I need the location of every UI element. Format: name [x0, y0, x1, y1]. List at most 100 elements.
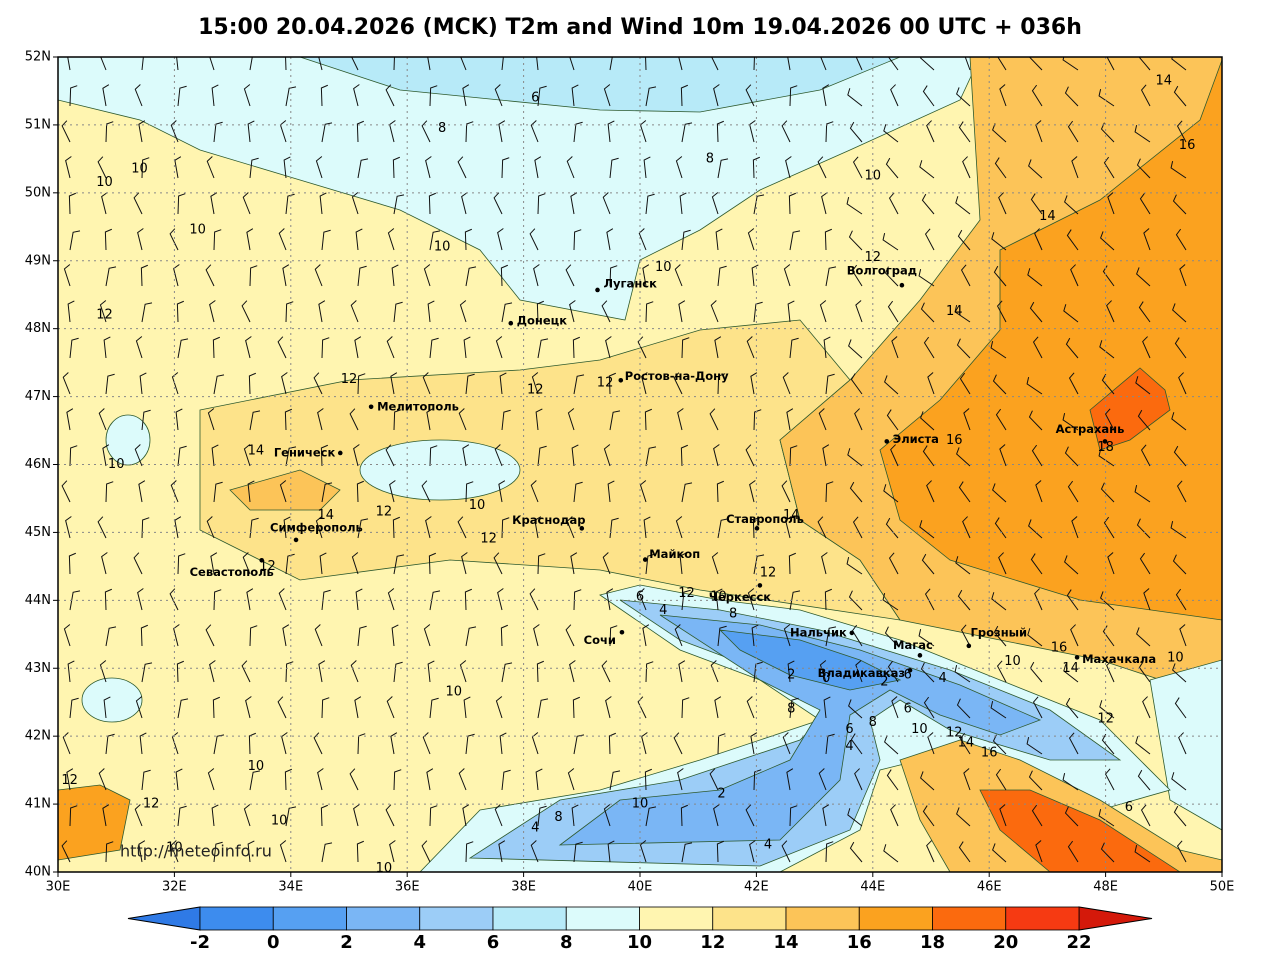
city-dot [1074, 655, 1080, 660]
contour-label: 14 [1156, 73, 1173, 88]
colorbar-segment [272, 906, 347, 931]
contour-label: 18 [1097, 440, 1114, 455]
city-dot [259, 557, 265, 563]
contour-label: 4 [845, 739, 853, 754]
city-label: Майкоп [649, 547, 700, 561]
city-dot [293, 537, 299, 543]
contour-label: 8 [729, 606, 737, 621]
colorbar-tick-label: 2 [340, 932, 353, 953]
contour-label: 14 [1062, 661, 1079, 676]
contour-label: 8 [438, 121, 446, 136]
contour-label: 14 [958, 735, 975, 750]
city-dot [508, 320, 514, 326]
city-label: Луганск [604, 276, 658, 290]
y-tick-label: 42N [25, 729, 51, 744]
contour-label: 14 [783, 508, 800, 523]
colorbar-segment [565, 906, 640, 931]
contour-label: 14 [317, 508, 334, 523]
contour-label: 6 [636, 589, 644, 604]
contour-label: 10 [911, 722, 928, 737]
city-label: Краснодар [512, 513, 585, 527]
city-dot [579, 526, 585, 531]
contour-label: 8 [554, 810, 562, 825]
contour-label: 12 [760, 566, 777, 581]
contour-label: 10 [376, 861, 393, 876]
contour-label: 12 [376, 505, 393, 520]
colorbar-tick-label: 12 [700, 932, 725, 953]
y-tick-label: 43N [25, 661, 51, 676]
y-tick-label: 45N [25, 525, 51, 540]
contour-label: 12 [946, 725, 963, 740]
city-label: Волгоград [847, 264, 917, 278]
contour-label: 16 [1179, 138, 1196, 153]
city-dot [966, 643, 972, 649]
contour-label: 10 [166, 841, 183, 856]
colorbar-tick-label: 14 [773, 932, 798, 953]
wind-barbs [61, 57, 1187, 863]
x-tick-label: 40E [628, 880, 653, 895]
y-tick-label: 44N [25, 593, 51, 608]
colorbar-segment [346, 906, 421, 931]
contour-label: 10 [248, 759, 265, 774]
city-dot [849, 630, 855, 636]
colorbar-segment [858, 906, 933, 931]
colorbar-segment [199, 906, 274, 931]
contour-label: 8 [869, 715, 877, 730]
contour-label: 10 [434, 240, 451, 255]
y-tick-label: 52N [25, 50, 51, 65]
contour-label: 12 [61, 773, 78, 788]
colorbar-tick-label: 10 [627, 932, 652, 953]
city-label: Нальчик [790, 625, 847, 639]
contour-label: 12 [678, 586, 695, 601]
contour-label: 4 [659, 603, 667, 618]
x-tick-label: 42E [744, 880, 769, 895]
city-dot [368, 404, 374, 410]
contour-label: 16 [981, 746, 998, 761]
colorbar: -2 0 2 4 6 8 10 12 14 16 18 20 22 [127, 906, 1153, 953]
contour-label: 10 [96, 175, 113, 190]
city-dot [618, 377, 624, 383]
y-tick-label: 46N [25, 457, 51, 472]
city-dot [642, 557, 648, 562]
x-tick-label: 30E [46, 880, 71, 895]
contour-label: 12 [480, 532, 497, 547]
map-frame [57, 56, 1223, 873]
contour-label: 6 [845, 722, 853, 737]
contour-label: 10 [189, 223, 206, 238]
contour-label: 10 [445, 685, 462, 700]
colorbar-tick-label: -2 [190, 932, 210, 953]
contour-label: 4 [764, 837, 772, 852]
city-label: Сочи [584, 633, 616, 647]
contour-label: 0 [822, 671, 830, 686]
city-dot [1102, 439, 1108, 444]
contour-label: 2 [880, 674, 888, 689]
contour-label: 14 [946, 304, 963, 319]
x-tick-label: 36E [395, 880, 420, 895]
contour-label: 12 [865, 250, 882, 265]
city-label: Геническ [274, 445, 336, 459]
city-dot [757, 583, 763, 588]
city-label: Магас [893, 638, 933, 652]
city-label: Симферополь [270, 520, 363, 534]
contour-label: 14 [1039, 209, 1056, 224]
contour-label: 6 [904, 702, 912, 717]
city-label: Ростов-на-Дону [625, 369, 729, 383]
contour-label: 4 [938, 671, 946, 686]
contour-label: 12 [259, 559, 276, 574]
contour-label: 12 [1097, 712, 1114, 727]
contour-label: 2 [717, 786, 725, 801]
city-label: Мелитополь [377, 399, 459, 413]
city-dot [907, 667, 913, 673]
city-label: Элиста [893, 432, 939, 446]
contour-label: 16 [946, 433, 963, 448]
city-label: Черкесск [709, 590, 772, 604]
city-label: Ставрополь [726, 512, 804, 526]
contour-label: 6 [904, 668, 912, 683]
y-tick-label: 41N [25, 797, 51, 812]
x-tick-label: 46E [977, 880, 1002, 895]
colorbar-under [127, 906, 201, 931]
contour-label: 12 [96, 308, 113, 323]
city-label: Астрахань [1056, 422, 1125, 436]
colorbar-segment [1005, 906, 1080, 931]
